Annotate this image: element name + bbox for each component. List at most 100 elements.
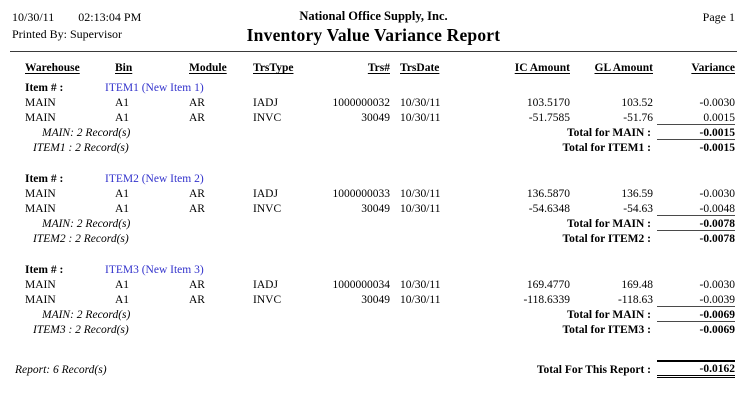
table-row: MAIN A1 AR INVC 30049 10/30/11 -51.7585 -51.76 0…: [12, 109, 735, 125]
cell-variance: -0.0030: [699, 188, 735, 200]
item-header-row: Item # : ITEM3 (New Item 3): [12, 261, 735, 276]
cell-trsdate: 10/30/11: [400, 279, 441, 291]
table-row: MAIN A1 AR INVC 30049 10/30/11 -118.6339 -118.6…: [12, 291, 735, 307]
cell-trsdate: 10/30/11: [400, 97, 441, 109]
warehouse-total-value: -0.0015: [657, 123, 735, 139]
header-left: 10/30/11 02:13:04 PM Printed By: Supervi…: [12, 9, 227, 43]
cell-trsnum: 30049: [361, 294, 390, 306]
warehouse-total-row: MAIN: 2 Record(s) Total for MAIN : -0.0078: [12, 214, 735, 230]
cell-module: AR: [189, 203, 205, 215]
item-total-label: Total for ITEM1 :: [562, 142, 652, 154]
column-header-trstype: TrsType: [253, 62, 294, 74]
column-header-bin: Bin: [115, 62, 133, 74]
cell-gl-amount: -51.76: [623, 112, 653, 124]
column-header-trsnum: Trs#: [367, 62, 390, 74]
cell-gl-amount: 169.48: [621, 279, 653, 291]
warehouse-total-label: Total for MAIN :: [566, 218, 651, 230]
report-total-label: Total For This Report :: [536, 364, 651, 376]
cell-variance: -0.0030: [699, 97, 735, 109]
cell-module: AR: [189, 279, 205, 291]
cell-warehouse: MAIN: [25, 203, 56, 215]
column-header-gl-amount: GL Amount: [594, 62, 653, 74]
cell-variance: 0.0015: [703, 111, 735, 124]
cell-trsnum: 1000000033: [332, 188, 391, 200]
item-header-row: Item # : ITEM1 (New Item 1): [12, 79, 735, 94]
report-table: Warehouse Bin Module TrsType Trs# TrsDate IC A…: [12, 52, 735, 378]
column-header-variance: Variance: [691, 62, 735, 74]
cell-ic-amount: 136.5870: [526, 188, 570, 200]
warehouse-total-value: -0.0069: [657, 305, 735, 321]
cell-bin: A1: [115, 203, 130, 215]
item-total-label: Total for ITEM3 :: [562, 324, 652, 336]
cell-bin: A1: [115, 97, 130, 109]
column-header-ic-amount: IC Amount: [514, 62, 570, 74]
column-header-trsdate: TrsDate: [400, 62, 440, 74]
print-date: 10/30/11: [12, 10, 55, 24]
cell-trstype: IADJ: [253, 188, 278, 200]
spacer-row: [12, 154, 735, 170]
report-total-value: -0.0162: [657, 360, 735, 378]
cell-trsnum: 30049: [361, 203, 390, 215]
cell-warehouse: MAIN: [25, 279, 56, 291]
cell-trstype: INVC: [253, 112, 282, 124]
cell-trstype: INVC: [253, 203, 282, 215]
cell-variance: -0.0048: [699, 202, 735, 215]
item-name: ITEM3 (New Item 3): [105, 264, 204, 276]
warehouse-total-label: Total for MAIN :: [566, 309, 651, 321]
cell-bin: A1: [115, 112, 130, 124]
cell-module: AR: [189, 97, 205, 109]
cell-trsdate: 10/30/11: [400, 203, 441, 215]
print-datetime: 10/30/11 02:13:04 PM: [12, 9, 227, 26]
header-divider: [10, 51, 737, 52]
item-record-count: ITEM2 : 2 Record(s): [33, 233, 129, 245]
spacer-cell: [12, 352, 735, 361]
cell-ic-amount: -54.6348: [528, 203, 570, 215]
report-header: 10/30/11 02:13:04 PM Printed By: Supervi…: [0, 0, 747, 46]
table-row: MAIN A1 AR IADJ 1000000032 10/30/11 103.5170 10…: [12, 94, 735, 109]
item-total-value: -0.0015: [657, 138, 735, 154]
report-record-count: Report: 6 Record(s): [15, 364, 107, 376]
cell-ic-amount: 103.5170: [526, 97, 570, 109]
cell-gl-amount: -54.63: [623, 203, 653, 215]
cell-warehouse: MAIN: [25, 97, 56, 109]
cell-variance: -0.0030: [699, 279, 735, 291]
cell-gl-amount: -118.63: [617, 294, 653, 306]
cell-trsnum: 1000000032: [332, 97, 391, 109]
cell-gl-amount: 136.59: [621, 188, 653, 200]
spacer-row: [12, 336, 735, 352]
item-total-value: -0.0078: [657, 229, 735, 245]
item-record-count: ITEM1 : 2 Record(s): [33, 142, 129, 154]
cell-trsdate: 10/30/11: [400, 112, 441, 124]
cell-ic-amount: 169.4770: [526, 279, 570, 291]
warehouse-total-row: MAIN: 2 Record(s) Total for MAIN : -0.0069: [12, 305, 735, 321]
warehouse-total-value: -0.0078: [657, 214, 735, 230]
cell-ic-amount: -51.7585: [528, 112, 570, 124]
item-total-row: ITEM3 : 2 Record(s) Total for ITEM3 : -0.0…: [12, 320, 735, 336]
cell-module: AR: [189, 188, 205, 200]
item-number-label: Item # :: [25, 173, 64, 185]
item-total-value: -0.0069: [657, 320, 735, 336]
cell-ic-amount: -118.6339: [523, 294, 570, 306]
cell-trsdate: 10/30/11: [400, 294, 441, 306]
table-row: MAIN A1 AR IADJ 1000000033 10/30/11 136.5870 13…: [12, 185, 735, 200]
cell-bin: A1: [115, 279, 130, 291]
cell-gl-amount: 103.52: [621, 97, 653, 109]
column-header-warehouse: Warehouse: [25, 62, 80, 74]
table-row: MAIN A1 AR INVC 30049 10/30/11 -54.6348 -54.63 -…: [12, 200, 735, 216]
cell-trsnum: 1000000034: [332, 279, 391, 291]
cell-warehouse: MAIN: [25, 188, 56, 200]
warehouse-record-count: MAIN: 2 Record(s): [42, 127, 131, 139]
spacer-cell: [12, 154, 735, 170]
warehouse-record-count: MAIN: 2 Record(s): [42, 309, 131, 321]
item-total-label: Total for ITEM2 :: [562, 233, 652, 245]
cell-warehouse: MAIN: [25, 294, 56, 306]
warehouse-total-label: Total for MAIN :: [566, 127, 651, 139]
item-total-row: ITEM1 : 2 Record(s) Total for ITEM1 : -0.0…: [12, 138, 735, 154]
print-time: 02:13:04 PM: [78, 10, 142, 24]
cell-module: AR: [189, 294, 205, 306]
spacer-cell: [12, 245, 735, 261]
printed-by: Printed By: Supervisor: [12, 27, 122, 41]
item-header-row: Item # : ITEM2 (New Item 2): [12, 170, 735, 185]
cell-variance: -0.0039: [699, 293, 735, 306]
